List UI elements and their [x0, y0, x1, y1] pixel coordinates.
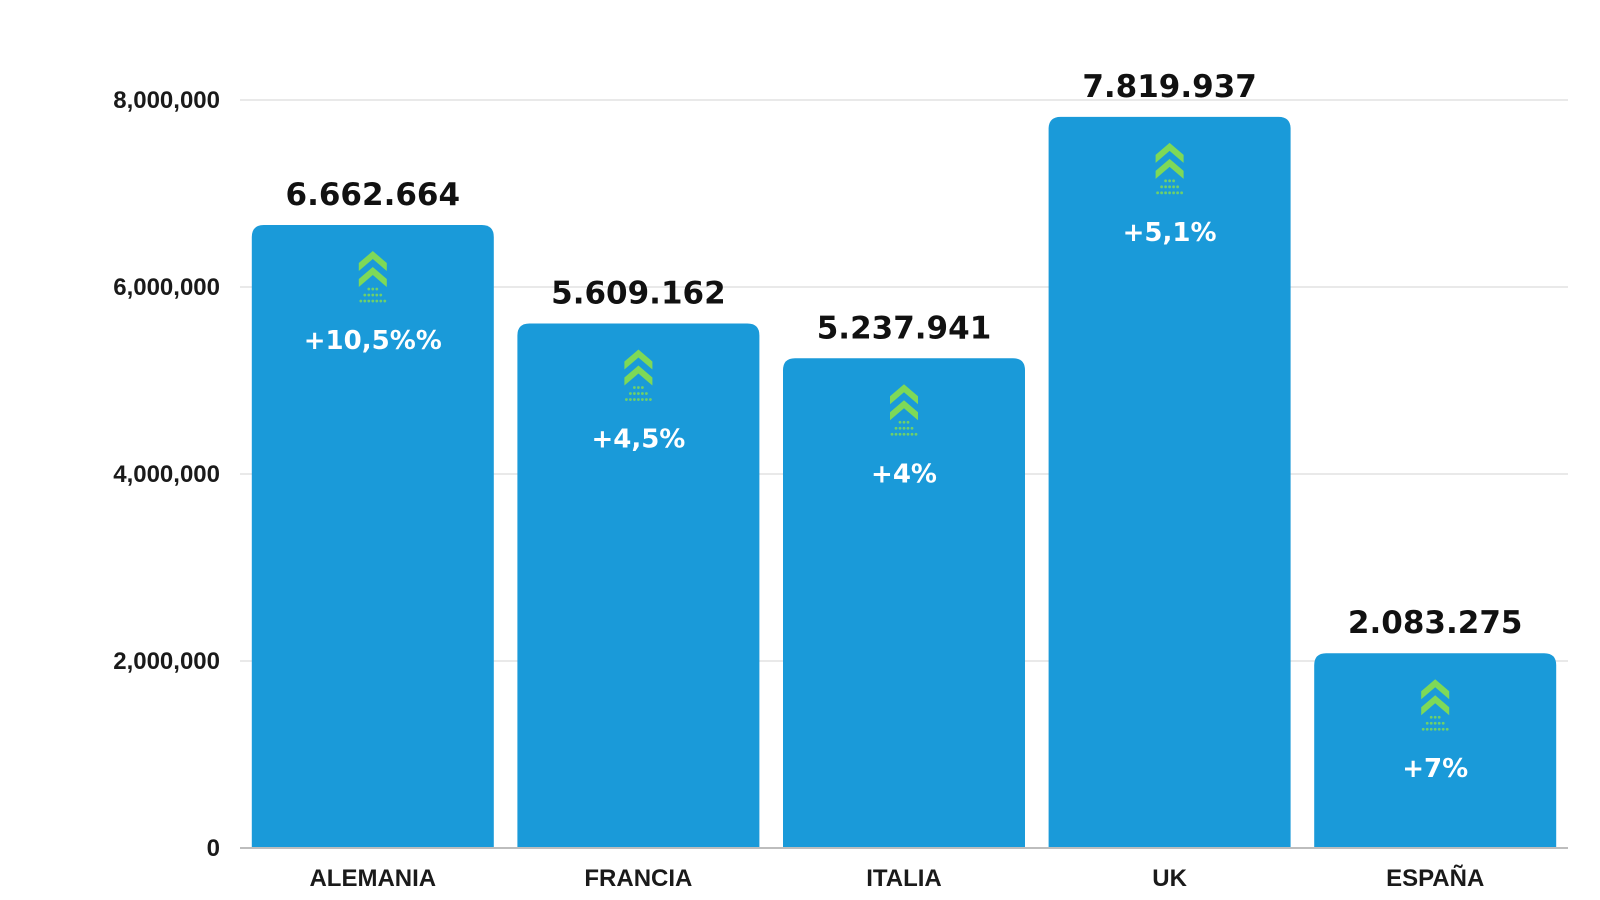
change-label: +4%	[871, 459, 937, 489]
data-label: 5.609.162	[551, 276, 726, 312]
y-tick-label: 8,000,000	[113, 87, 220, 114]
y-tick-label: 2,000,000	[113, 648, 220, 675]
y-axis: 0 2,000,000 4,000,000 6,000,000 8,000,000	[113, 87, 220, 862]
bar-francia	[517, 323, 760, 849]
change-label: +7%	[1402, 754, 1468, 784]
data-label: 2.083.275	[1348, 605, 1523, 641]
x-tick-label: FRANCIA	[584, 865, 692, 892]
bar-uk	[1048, 116, 1291, 849]
change-label: +5,1%	[1123, 218, 1217, 248]
change-label: +10,5%%	[304, 326, 442, 356]
double-chevron-up-icon	[624, 349, 653, 401]
bars: 6.662.664 +10,5%% 5.609.162 +4,5% 5.237.941 +…	[251, 69, 1557, 849]
y-tick-label: 0	[207, 835, 220, 862]
double-chevron-up-icon	[1155, 142, 1184, 195]
data-label: 7.819.937	[1082, 69, 1257, 105]
x-tick-label: ALEMANIA	[309, 865, 436, 892]
x-tick-label: ESPAÑA	[1386, 864, 1484, 892]
double-chevron-up-icon	[1421, 679, 1450, 731]
bar-alemania	[251, 225, 494, 849]
change-label: +4,5%	[591, 425, 685, 455]
double-chevron-up-icon	[890, 384, 918, 436]
double-chevron-up-icon	[358, 251, 387, 303]
x-tick-label: UK	[1152, 865, 1187, 892]
data-label: 6.662.664	[286, 177, 461, 213]
y-tick-label: 6,000,000	[113, 274, 220, 301]
bar-españa	[1314, 653, 1557, 848]
x-tick-label: ITALIA	[866, 865, 942, 892]
data-label: 5.237.941	[817, 310, 992, 346]
bar-italia	[783, 358, 1025, 848]
x-axis: ALEMANIA FRANCIA ITALIA UK ESPAÑA	[240, 847, 1568, 892]
y-tick-label: 4,000,000	[113, 461, 220, 488]
